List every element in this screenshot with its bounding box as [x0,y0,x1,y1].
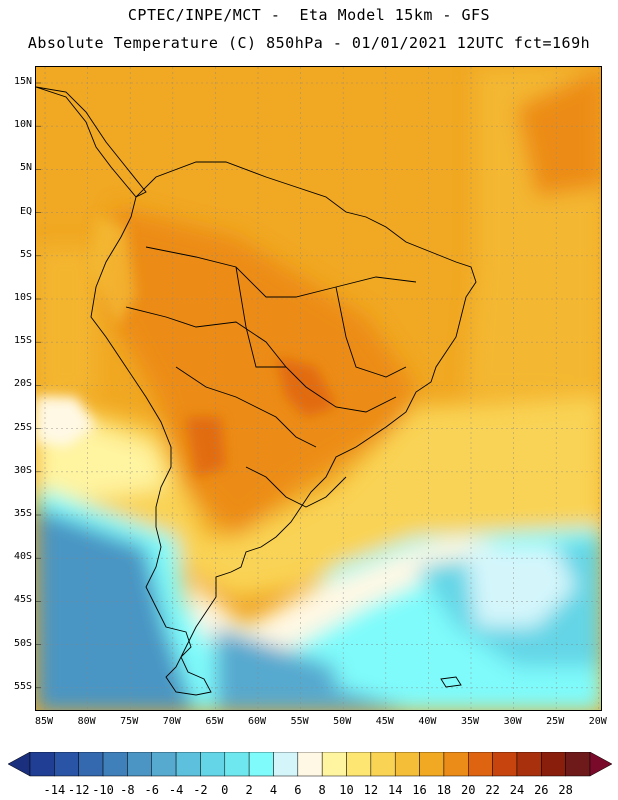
lat-tick-label: 40S [13,551,32,563]
lat-tick-label: 15S [13,335,32,347]
colorbar-tick-label: 14 [387,783,403,797]
lon-tick-label: 75W [120,716,139,727]
lon-tick-label: 70W [162,716,181,727]
lat-tick-label: 5S [19,248,32,260]
country-border-4 [245,466,347,508]
lon-tick-label: 55W [290,716,309,727]
colorbar-swatch [273,752,299,777]
lat-tick-label: 45S [13,594,32,606]
colorbar-tick-label: -4 [168,783,184,797]
lon-tick-label: 45W [375,716,394,727]
lat-tick-label: 50S [13,637,32,649]
colorbar-swatch [492,752,518,777]
colorbar-tick-label: 16 [412,783,427,797]
colorbar-swatch [102,752,128,777]
field-cream-coast [36,397,96,447]
colorbar-swatch [224,752,250,777]
colorbar-tick-label: -14 [43,783,66,797]
colorbar-swatch [321,752,347,777]
colorbar-tick-label: -6 [144,783,159,797]
lon-tick-label: 40W [418,716,437,727]
country-border-2 [125,306,397,413]
lat-tick-label: 25S [13,421,32,433]
south-america-coastline [90,161,477,696]
lon-tick-label: 50W [333,716,352,727]
colorbar-swatch [54,752,79,777]
colorbar-swatch [200,752,226,777]
lat-tick-label: EQ [19,205,32,217]
colorbar-tick-label: -2 [193,783,208,797]
colorbar-swatch [443,752,469,777]
colorbar-tick-label: 6 [294,783,302,797]
lon-tick-label: 80W [77,716,96,727]
colorbar-swatch [175,752,201,777]
colorbar-swatch [516,752,542,777]
chart-title-line1: CPTEC/INPE/MCT - Eta Model 15km - GFS [127,6,491,24]
colorbar-swatch [346,752,372,777]
colorbar-tick-label: 26 [534,783,549,797]
colorbar-tick-label: 12 [363,783,379,797]
lat-tick-label: 10N [13,119,32,131]
colorbar-right-arrow [589,752,612,777]
lat-tick-label: 10S [13,292,32,303]
lon-tick-label: 85W [34,716,54,727]
colorbar-swatch [78,752,104,777]
colorbar-tick-label: 0 [221,783,229,797]
state-border-2 [335,286,407,378]
country-border-1 [145,246,417,298]
lon-tick-label: 20W [588,716,607,727]
colorbar-tick-label: 22 [485,783,500,797]
colorbar-left-arrow [8,752,31,777]
colorbar [8,752,612,777]
colorbar-swatch [29,752,55,777]
colorbar-swatch [248,752,274,777]
central-america-coastline [36,86,147,198]
colorbar-swatch [394,752,420,777]
field-ocean-w [36,247,96,397]
lat-tick-label: 20S [13,378,32,390]
colorbar-swatch [127,752,152,777]
field-cyan-s [336,627,466,710]
field-hot-core-2 [186,417,226,477]
colorbar-tick-label: 4 [269,783,278,797]
colorbar-tick-label: 18 [436,783,452,797]
colorbar-tick-label: 28 [558,783,573,797]
lon-tick-label: 25W [546,716,565,727]
field-cool-andes [91,217,136,327]
state-border-1 [235,266,286,368]
falklands [440,676,462,688]
colorbar-swatch [541,752,566,777]
colorbar-swatch [297,752,323,777]
colorbar-tick-label: -12 [67,783,90,797]
field-pale-blue-se [466,547,576,627]
colorbar-tick-label: 20 [461,783,476,797]
colorbar-swatch [151,752,177,777]
graticule [36,67,601,710]
colorbar-tick-label: 10 [339,783,354,797]
colorbar-swatch [468,752,493,777]
lat-tick-label: 55S [13,680,32,692]
colorbar-swatch [419,752,445,777]
colorbar-tick-label: -10 [92,783,114,797]
lat-tick-label: 30S [13,464,32,476]
lat-tick-label: 15N [13,76,32,87]
lon-tick-label: 65W [205,716,224,727]
colorbar-tick-label: 8 [318,783,326,797]
lon-tick-label: 35W [460,716,480,727]
chart-title-line2: Absolute Temperature (C) 850hPa - 01/01/… [27,34,591,52]
lat-tick-label: 5N [19,162,32,174]
field-warm-ne [516,67,601,197]
colorbar-tick-label: 2 [245,783,253,797]
field-blue-sw [36,507,196,710]
lat-tick-label: 35S [13,508,32,519]
colorbar-tick-label: -8 [120,783,135,797]
field-warm-interior [106,207,416,537]
lon-tick-label: 60W [247,716,267,727]
colorbar-swatch [370,752,396,777]
country-border-3 [175,366,317,448]
colorbar-tick-label: 24 [509,783,525,797]
lon-tick-label: 30W [503,716,522,727]
temperature-map [35,66,602,711]
colorbar-swatch [565,752,591,777]
